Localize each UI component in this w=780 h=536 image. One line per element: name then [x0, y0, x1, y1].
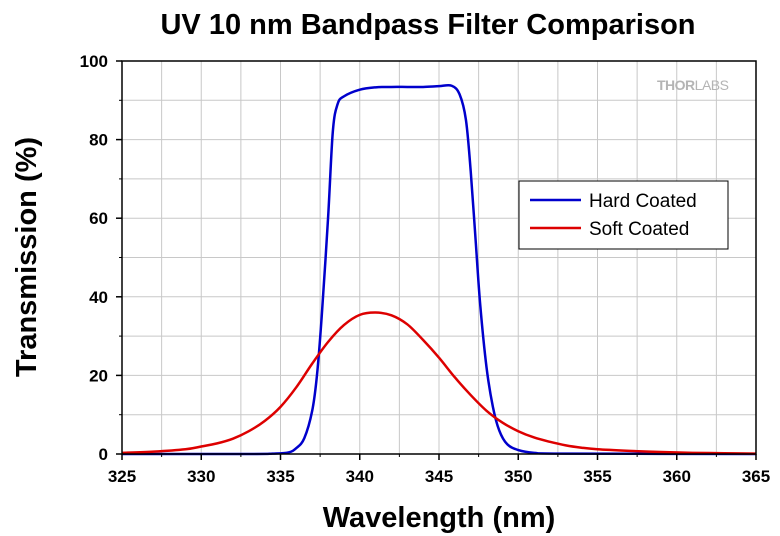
x-tick-label: 330	[187, 467, 215, 486]
x-tick-label: 325	[108, 467, 136, 486]
logo-text-dark: THOR	[657, 77, 695, 93]
series-line-hard-coated	[121, 83, 757, 456]
chart-title: UV 10 nm Bandpass Filter Comparison	[160, 9, 695, 41]
x-axis-title: Wavelength (nm)	[323, 502, 556, 534]
x-tick-label: 345	[425, 467, 453, 486]
ticks: 325 330 335 340 345 350 355 360 365 0 20 40 60 80 100	[80, 52, 771, 486]
x-tick-label: 350	[504, 467, 532, 486]
x-tick-label: 335	[266, 467, 294, 486]
legend-label-soft-coated: Soft Coated	[589, 219, 689, 240]
grid	[121, 60, 757, 455]
y-tick-label: 100	[80, 52, 108, 71]
y-tick-label: 0	[99, 445, 108, 464]
x-tick-label: 365	[742, 467, 770, 486]
legend: Hard Coated Soft Coated	[518, 180, 729, 250]
legend-label-hard-coated: Hard Coated	[589, 191, 697, 212]
x-tick-label: 355	[583, 467, 611, 486]
y-tick-label: 80	[89, 131, 108, 150]
y-tick-label: 20	[89, 366, 108, 385]
y-tick-label: 40	[89, 288, 108, 307]
y-axis-title: Transmission (%)	[11, 137, 43, 377]
logo-text-light: LABS	[695, 77, 729, 93]
legend-box	[518, 180, 729, 250]
logo-text: THORLABS	[657, 77, 729, 93]
logo: THORLABS	[657, 77, 729, 93]
x-tick-label: 360	[663, 467, 691, 486]
series-layer	[121, 83, 757, 456]
series-line-soft-coated	[121, 311, 757, 455]
x-tick-label: 340	[346, 467, 374, 486]
y-tick-label: 60	[89, 209, 108, 228]
